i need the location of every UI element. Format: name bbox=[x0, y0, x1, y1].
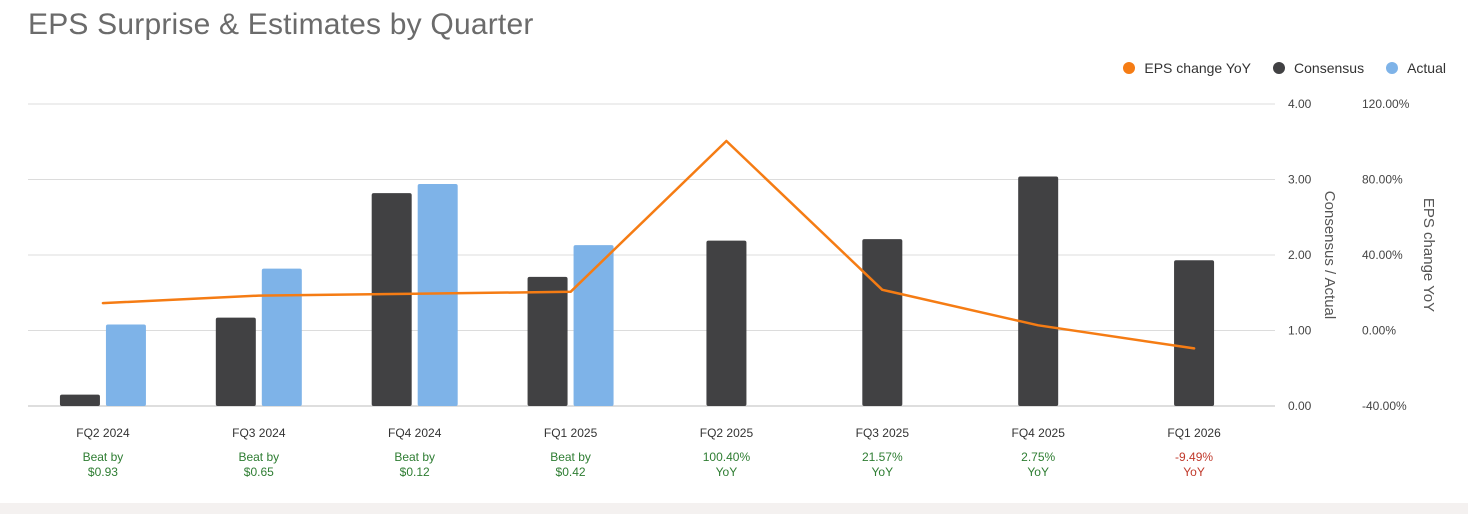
category-label: FQ4 2025 bbox=[1012, 426, 1066, 440]
left-axis-tick-label: 1.00 bbox=[1288, 324, 1312, 338]
consensus-bar[interactable] bbox=[1174, 260, 1215, 406]
surprise-annotation: Beat by bbox=[394, 450, 435, 464]
right-axis-tick-label: 40.00% bbox=[1362, 248, 1403, 262]
chart-title: EPS Surprise & Estimates by Quarter bbox=[28, 8, 534, 41]
consensus-bar[interactable] bbox=[527, 276, 568, 406]
surprise-annotation: YoY bbox=[716, 465, 738, 479]
legend-item-eps-change-yoy[interactable]: EPS change YoY bbox=[1123, 60, 1251, 76]
category-label: FQ2 2024 bbox=[76, 426, 130, 440]
actual-bar[interactable] bbox=[417, 184, 458, 406]
surprise-annotation: 2.75% bbox=[1021, 450, 1055, 464]
left-axis-tick-label: 3.00 bbox=[1288, 173, 1312, 187]
surprise-annotation: $0.42 bbox=[556, 465, 586, 479]
surprise-annotation: 100.40% bbox=[703, 450, 751, 464]
actual-bar[interactable] bbox=[105, 324, 146, 406]
legend-dot-icon bbox=[1273, 62, 1286, 74]
grid-layer bbox=[28, 103, 1275, 407]
surprise-annotation: -9.49% bbox=[1175, 450, 1213, 464]
category-label: FQ1 2026 bbox=[1167, 426, 1221, 440]
chart-legend: EPS change YoY Consensus Actual bbox=[1123, 60, 1446, 76]
legend-dot-icon bbox=[1386, 62, 1399, 74]
footer-band bbox=[0, 503, 1468, 514]
left-axis-title: Consensus / Actual bbox=[1321, 191, 1338, 319]
consensus-bar[interactable] bbox=[371, 193, 412, 406]
right-axis-tick-label: 0.00% bbox=[1362, 324, 1396, 338]
surprise-annotation: $0.65 bbox=[244, 465, 274, 479]
category-label: FQ2 2025 bbox=[700, 426, 754, 440]
right-axis-tick-label: 120.00% bbox=[1362, 97, 1410, 111]
left-axis-tick-label: 2.00 bbox=[1288, 248, 1312, 262]
legend-item-consensus[interactable]: Consensus bbox=[1273, 60, 1364, 76]
surprise-annotation: 21.57% bbox=[862, 450, 903, 464]
category-label: FQ3 2025 bbox=[856, 426, 910, 440]
consensus-bar[interactable] bbox=[862, 239, 903, 406]
consensus-bar[interactable] bbox=[215, 317, 256, 406]
left-axis-tick-label: 4.00 bbox=[1288, 97, 1312, 111]
legend-dot-icon bbox=[1123, 62, 1136, 74]
line-layer bbox=[101, 139, 1196, 350]
category-label: FQ3 2024 bbox=[232, 426, 286, 440]
category-label: FQ4 2024 bbox=[388, 426, 442, 440]
eps-change-yoy-line[interactable] bbox=[101, 139, 1196, 350]
actual-bar[interactable] bbox=[573, 245, 614, 406]
left-axis-tick-label: 0.00 bbox=[1288, 399, 1312, 413]
surprise-annotation: $0.93 bbox=[88, 465, 118, 479]
surprise-annotation: Beat by bbox=[550, 450, 591, 464]
right-axis-tick-label: -40.00% bbox=[1362, 399, 1407, 413]
consensus-bar[interactable] bbox=[59, 394, 100, 406]
right-axis-tick-label: 80.00% bbox=[1362, 173, 1403, 187]
axis-layer: 0.00 -40.00% 1.00 0.00% 2.00 40.00% 3.00 80.00%… bbox=[1288, 97, 1410, 413]
right-axis-title: EPS change YoY bbox=[1420, 198, 1437, 312]
category-label: FQ1 2025 bbox=[544, 426, 598, 440]
legend-label: Actual bbox=[1407, 60, 1446, 76]
bar-layer bbox=[59, 176, 1215, 406]
legend-item-actual[interactable]: Actual bbox=[1386, 60, 1446, 76]
surprise-annotation: YoY bbox=[1183, 465, 1205, 479]
surprise-annotation: $0.12 bbox=[400, 465, 430, 479]
consensus-bar[interactable] bbox=[1018, 176, 1059, 406]
actual-bar[interactable] bbox=[261, 268, 302, 406]
surprise-annotation: Beat by bbox=[238, 450, 279, 464]
consensus-bar[interactable] bbox=[706, 240, 747, 406]
surprise-annotation: Beat by bbox=[83, 450, 124, 464]
legend-label: EPS change YoY bbox=[1144, 60, 1252, 76]
surprise-annotation: YoY bbox=[872, 465, 894, 479]
legend-label: Consensus bbox=[1294, 60, 1365, 76]
surprise-annotation: YoY bbox=[1027, 465, 1049, 479]
